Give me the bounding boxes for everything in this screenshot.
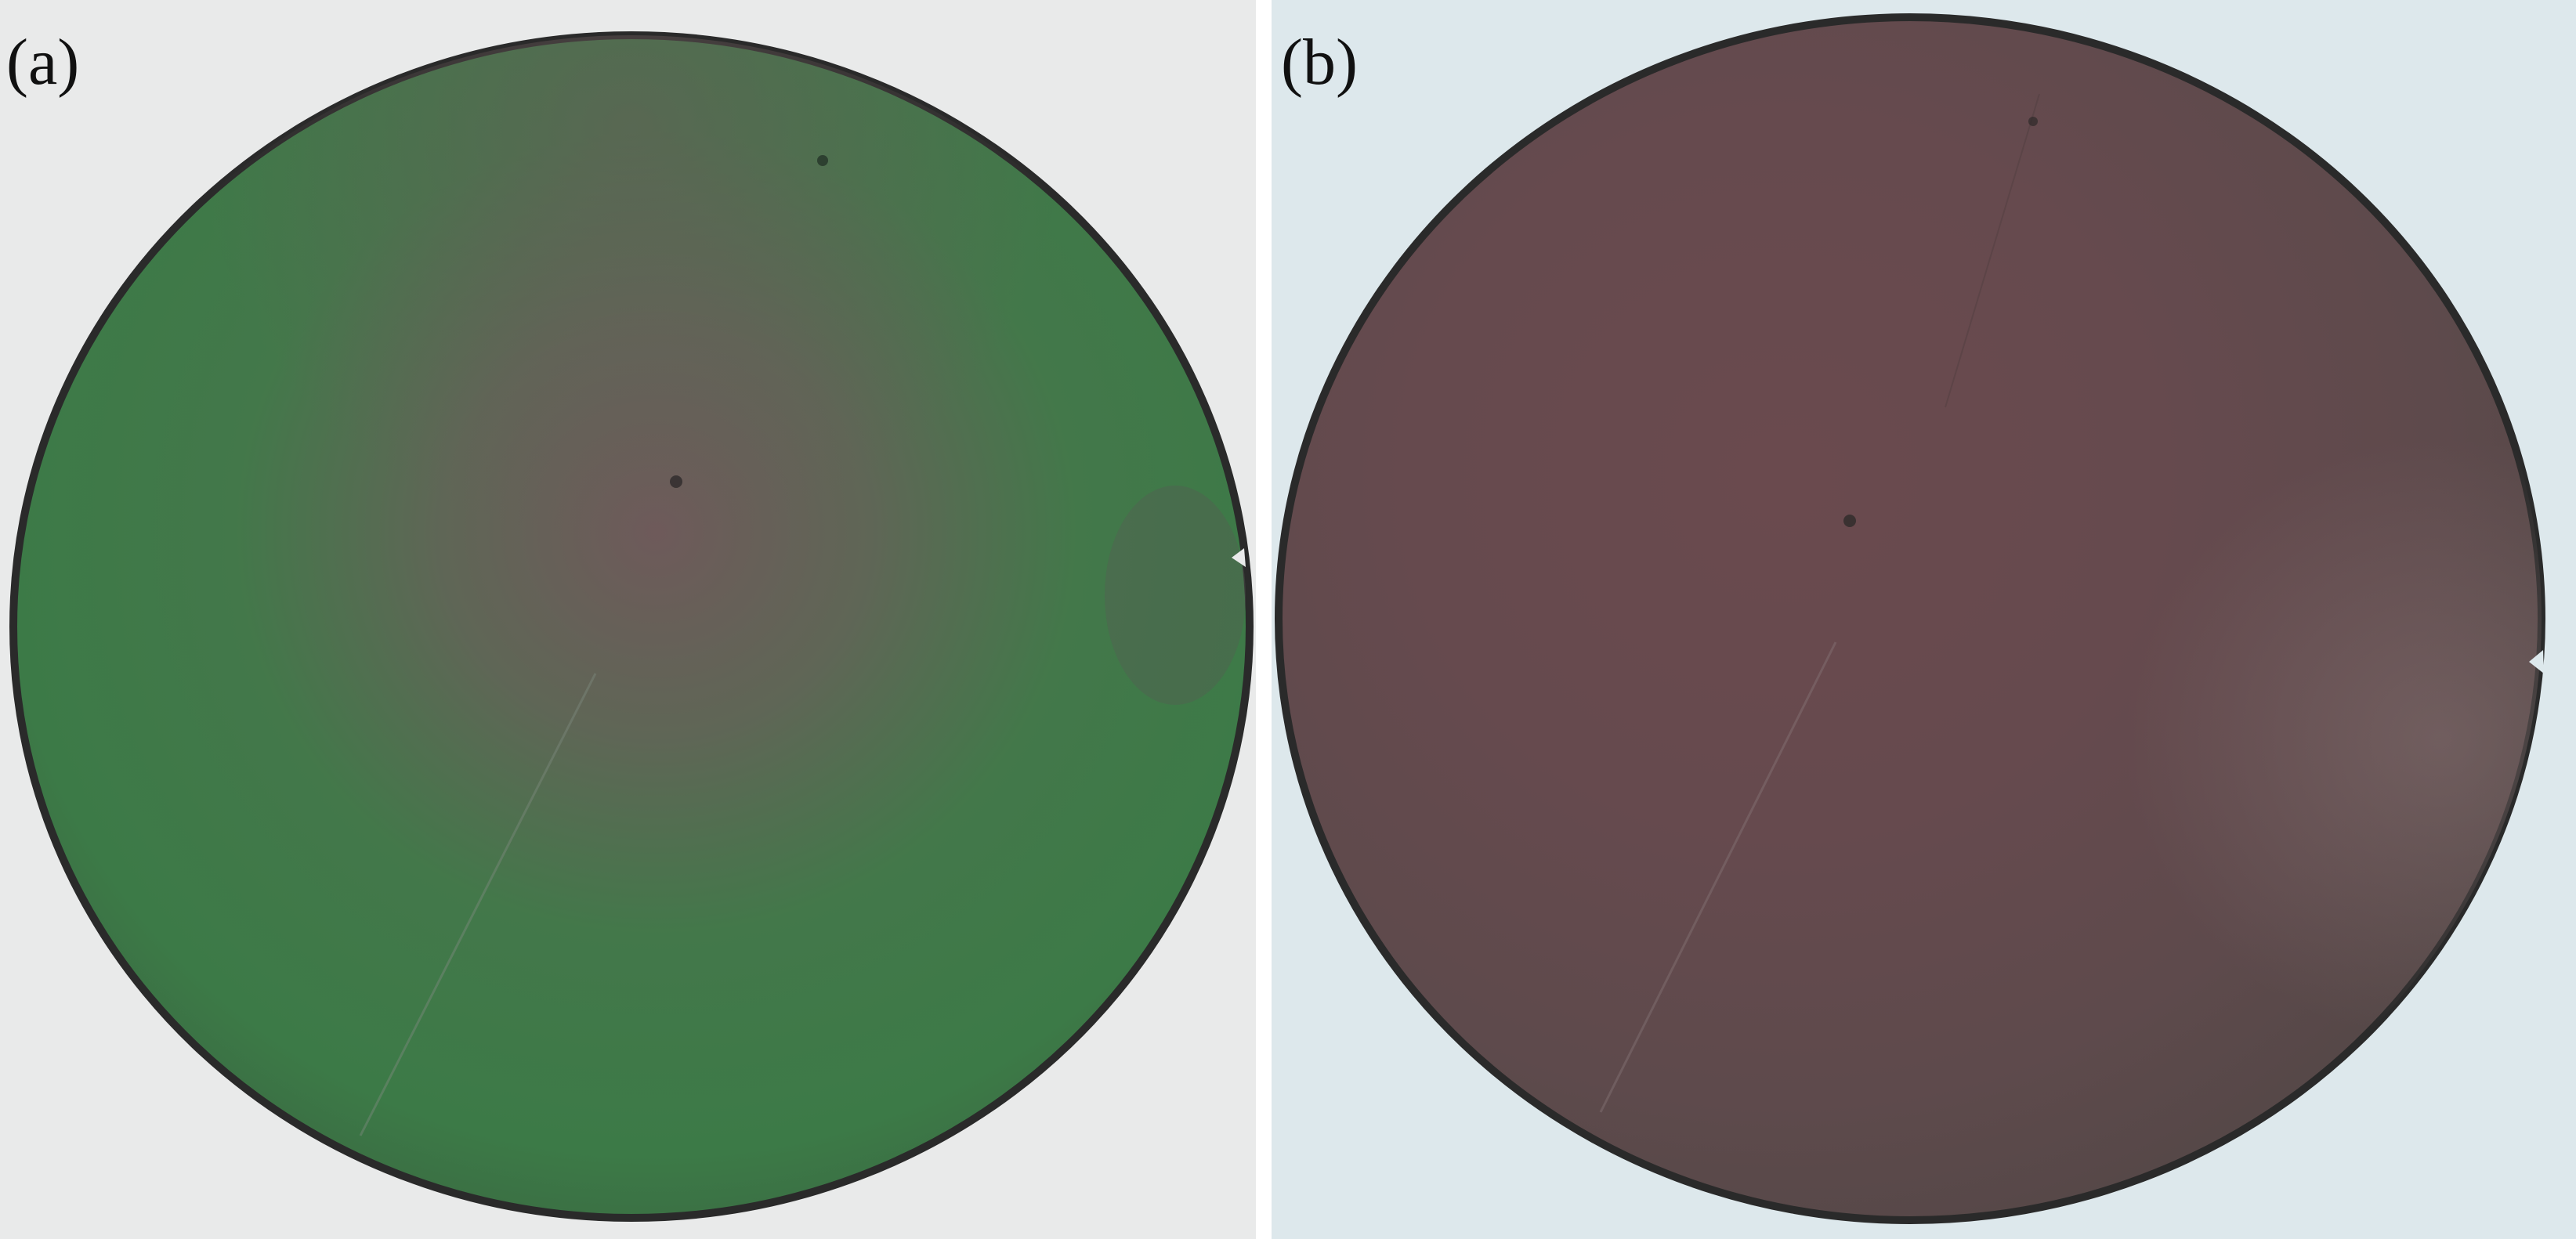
wafer-a-spot xyxy=(817,155,828,166)
panel-b: (b) xyxy=(1272,0,2576,1239)
wafer-a-scratch xyxy=(359,673,597,1136)
wafer-a-spot xyxy=(670,475,682,488)
wafer-a-notch xyxy=(1232,548,1246,567)
wafer-b xyxy=(1275,13,2545,1224)
panel-label-b: (b) xyxy=(1281,26,1358,99)
wafer-b-spot xyxy=(2028,117,2038,126)
panel-a: (a) xyxy=(0,0,1256,1239)
wafer-b-scratch xyxy=(1599,641,1837,1113)
wafer-b-spot xyxy=(1843,515,1856,527)
wafer-b-notch xyxy=(2529,650,2544,674)
panel-label-a: (a) xyxy=(6,26,80,99)
wafer-a xyxy=(9,31,1254,1222)
